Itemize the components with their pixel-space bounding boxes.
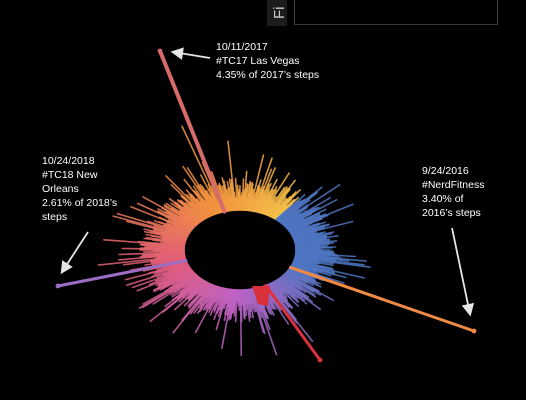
annotation-arrow <box>60 231 89 275</box>
highlight-bar-las-vegas[interactable] <box>158 49 227 214</box>
annotation-line: steps <box>42 211 67 223</box>
annotation-line: 10/24/2018 <box>42 155 95 167</box>
center-hole <box>188 213 292 287</box>
annotation-line: #TC17 Las Vegas <box>216 55 299 67</box>
highlight-bar-red[interactable] <box>264 284 322 362</box>
annotation-line: 2016’s steps <box>422 207 481 219</box>
annotation-line: Orleans <box>42 183 79 195</box>
annotation-line: #TC18 New <box>42 169 98 181</box>
annotation-arrow <box>170 47 211 60</box>
annotation-line: 2.61% of 2018’s <box>42 197 117 209</box>
highlight-bar-new-orleans[interactable] <box>56 259 188 288</box>
annotation-arrow <box>451 227 475 317</box>
highlight-bar-nerdfitness-tip <box>471 328 477 334</box>
filter-box[interactable] <box>294 0 498 25</box>
annotation-text: 10/11/2017 #TC17 Las Vegas 4.35% of 2017… <box>216 41 319 81</box>
red-segment <box>252 286 270 306</box>
radial-bars <box>55 48 477 363</box>
day-bar[interactable] <box>181 125 223 213</box>
page-gutter <box>526 0 534 400</box>
annotation-line: #NerdFitness <box>422 179 484 191</box>
annotation-line: 10/11/2017 <box>216 41 268 53</box>
highlight-bar-new-orleans-tip <box>55 283 61 289</box>
highlight-bar-nerdfitness[interactable] <box>288 265 476 333</box>
highlight-bar-las-vegas-tip <box>157 48 163 54</box>
highlight-bar-red-tip <box>317 357 323 363</box>
annotation-text: 9/24/2016 #NerdFitness 3.40% of 2016’s s… <box>422 165 487 219</box>
annotation-line: 3.40% of <box>422 193 464 205</box>
annotation-new-orleans: 10/24/2018 #TC18 New Orleans 2.61% of 20… <box>42 155 120 275</box>
annotation-las-vegas: 10/11/2017 #TC17 Las Vegas 4.35% of 2017… <box>170 41 319 81</box>
annotation-line: 9/24/2016 <box>422 165 469 177</box>
annotation-line: 4.35% of 2017’s steps <box>216 69 319 81</box>
annotation-text: 10/24/2018 #TC18 New Orleans 2.61% of 20… <box>42 155 120 223</box>
annotation-nerdfitness: 9/24/2016 #NerdFitness 3.40% of 2016’s s… <box>422 165 487 317</box>
